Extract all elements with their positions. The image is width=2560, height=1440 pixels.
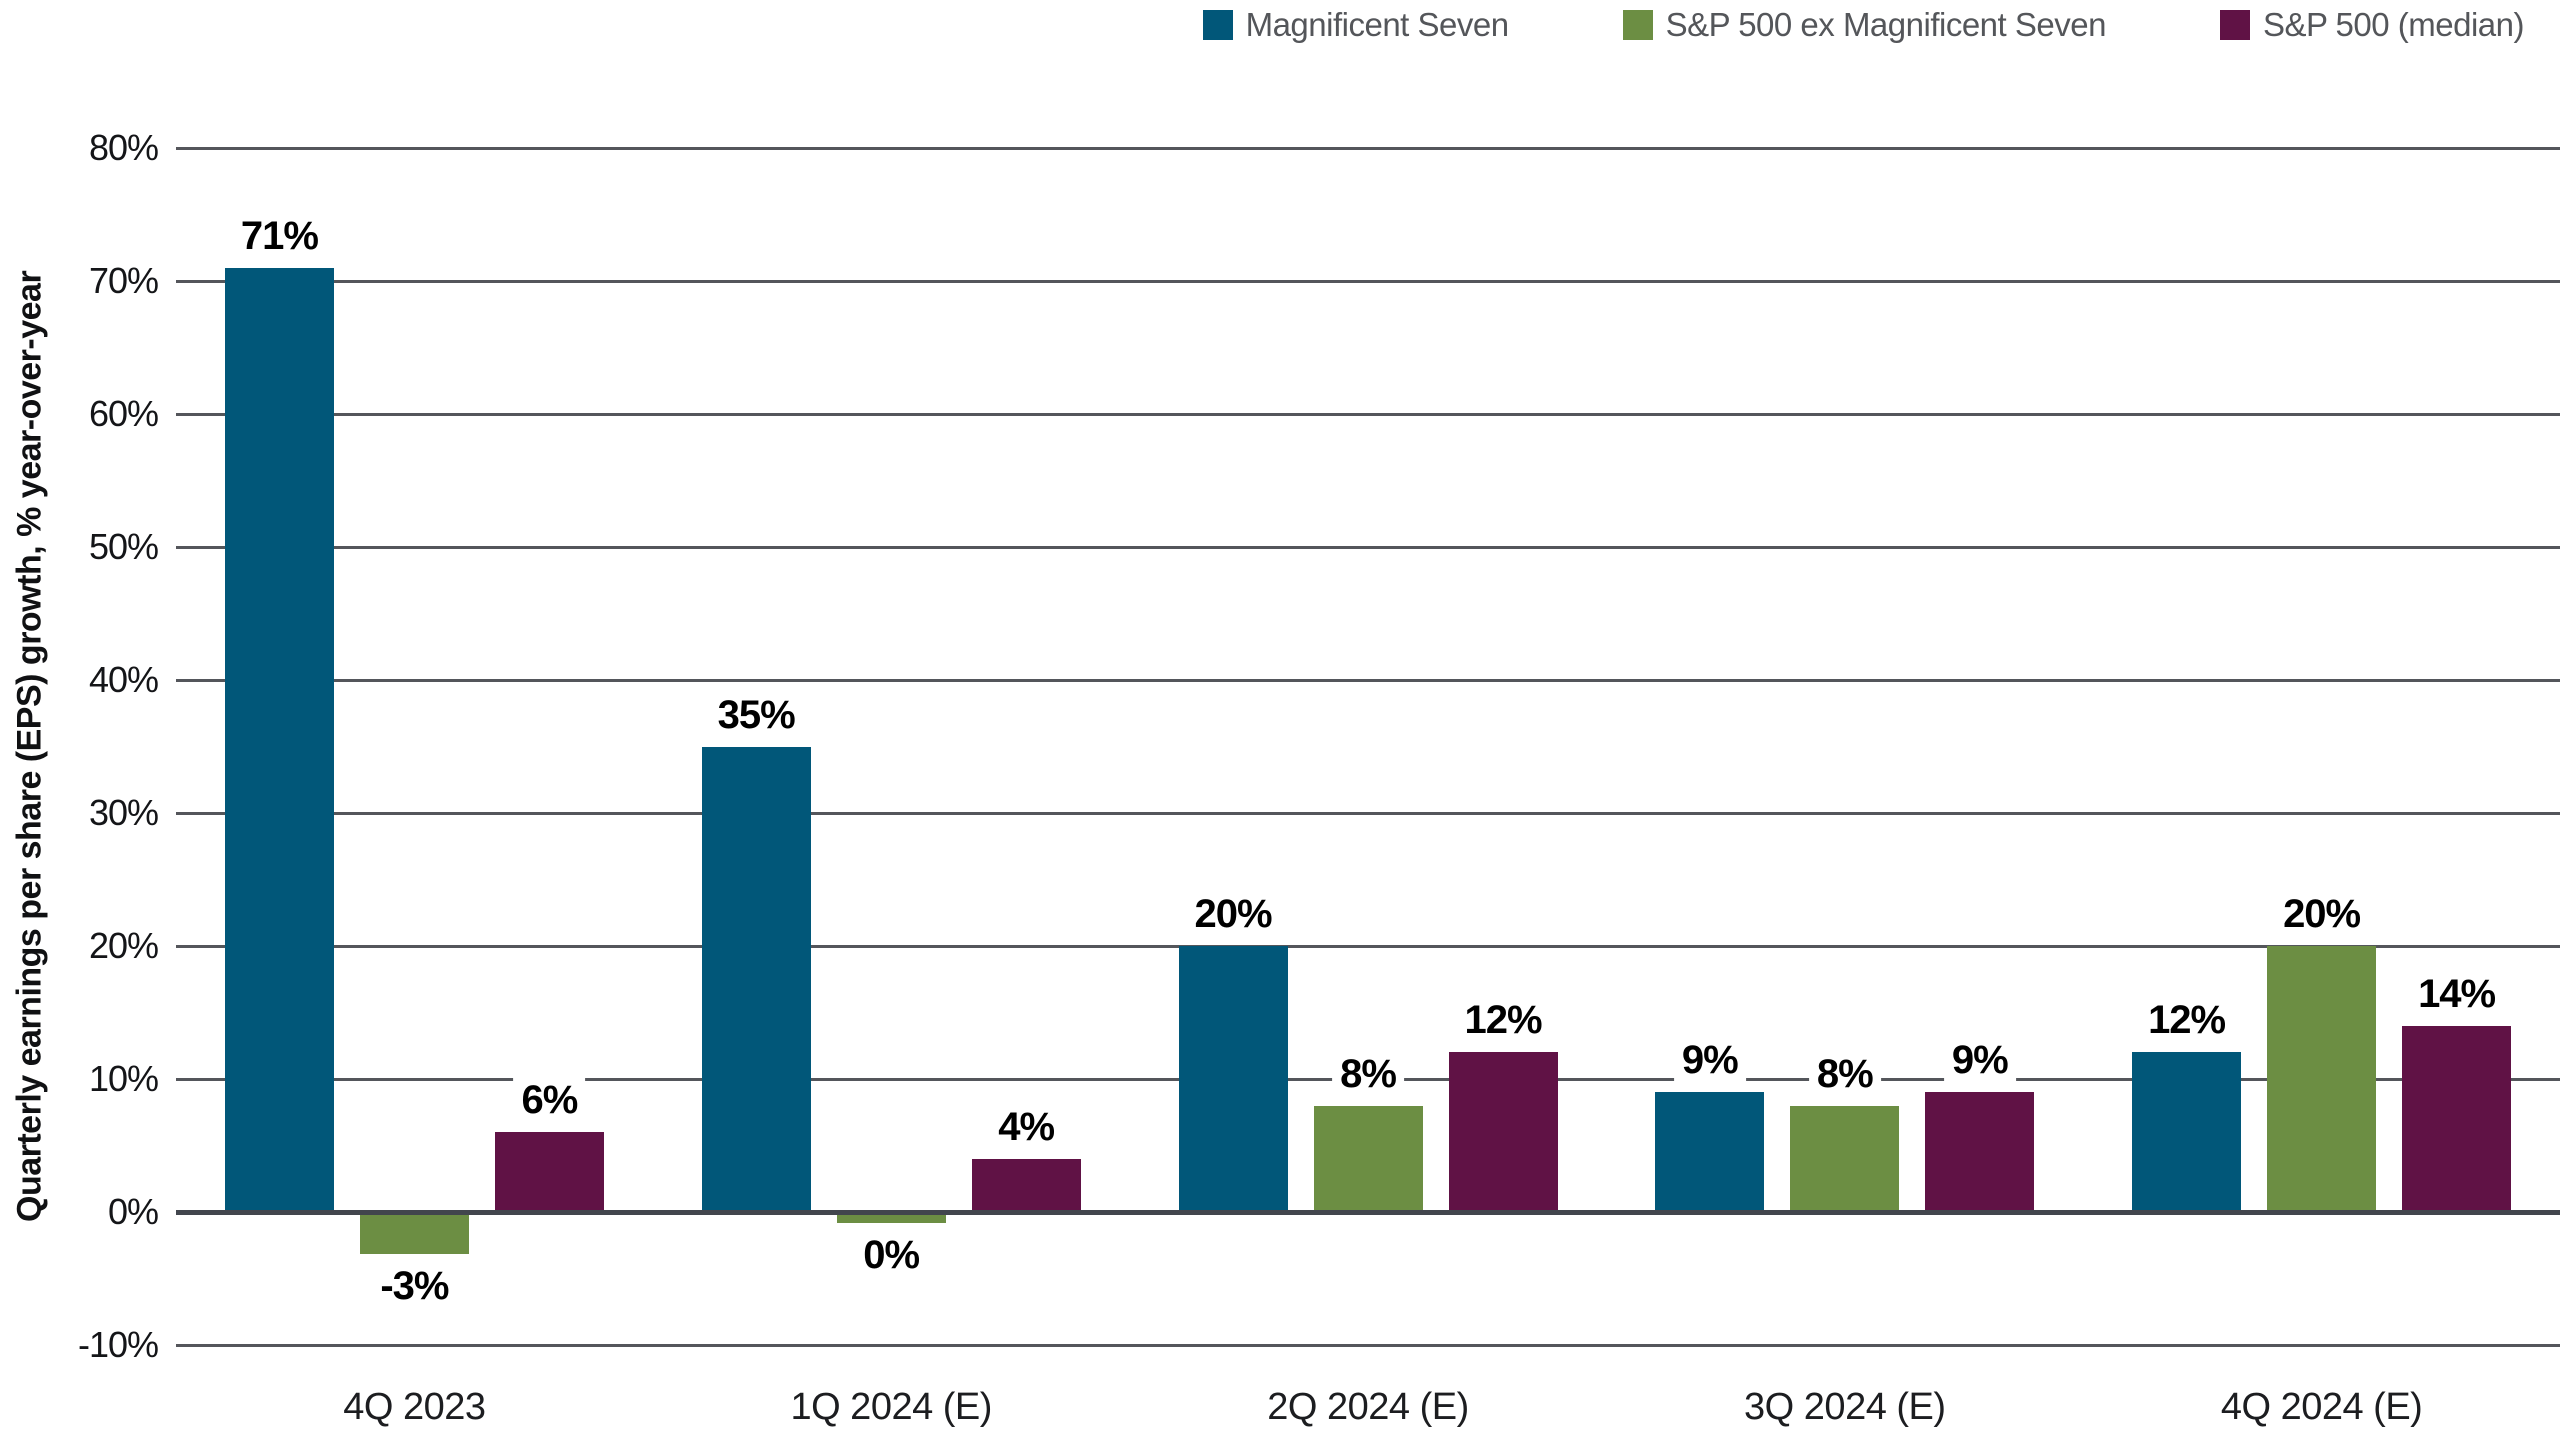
bar-value-label: 12% [1456,998,1550,1043]
y-tick-label: 10% [88,1058,159,1099]
bar-s-p-500-median--4q-2023 [494,1132,604,1212]
bar-value-label: 8% [1808,1051,1881,1096]
bar-s-p-500-ex-magnificent-seven-4q-2024-e- [2267,946,2377,1212]
y-tick-label: 0% [107,1191,159,1232]
legend-swatch-icon [1202,10,1233,40]
bar-value-label: 9% [1943,1038,2016,1083]
legend-swatch-icon [2219,10,2250,40]
bar-magnificent-seven-1q-2024-e- [701,746,811,1212]
gridline [176,146,2560,150]
x-tick-label: 4Q 2024 (E) [2220,1386,2423,1428]
gridline [176,412,2560,416]
bar-value-label: 12% [2140,998,2234,1043]
x-tick-label: 1Q 2024 (E) [790,1386,992,1428]
bar-value-label: 20% [2275,892,2369,936]
bar-value-label: 35% [709,692,803,737]
bar-value-label: -3% [372,1264,457,1309]
legend-item-3: S&P 500 (median) [2219,6,2525,44]
bar-magnificent-seven-2q-2024-e- [1178,946,1288,1212]
gridline [176,678,2560,682]
bar-value-label: 9% [1673,1038,1746,1083]
legend-item-2: S&P 500 ex Magnificent Seven [1622,6,2107,44]
legend-item-1: Magnificent Seven [1202,6,1510,44]
bar-magnificent-seven-4q-2024-e- [2132,1052,2242,1212]
bar-s-p-500-ex-magnificent-seven-3q-2024-e- [1790,1105,1900,1212]
bar-s-p-500-median--1q-2024-e- [971,1158,1081,1212]
bar-value-label: 4% [990,1104,1063,1149]
bar-value-label: 6% [513,1078,586,1123]
bar-value-label: 14% [2410,971,2504,1016]
y-axis-title: Quarterly earnings per share (EPS) growt… [10,270,49,1223]
bar-value-label: 0% [855,1232,928,1277]
gridline [176,279,2560,283]
x-tick-label: 2Q 2024 (E) [1267,1386,1469,1428]
legend: Magnificent Seven S&P 500 ex Magnificent … [1202,6,2525,44]
bar-s-p-500-ex-magnificent-seven-2q-2024-e- [1313,1105,1423,1212]
y-tick-label: 20% [88,925,159,966]
bar-magnificent-seven-4q-2023 [224,267,334,1212]
y-tick-label: 80% [88,127,159,168]
x-tick-label: 3Q 2024 (E) [1744,1386,1946,1428]
y-tick-label: -10% [77,1324,159,1365]
x-tick-label: 4Q 2023 [343,1386,486,1428]
legend-item-label: S&P 500 (median) [2262,6,2525,43]
zero-axis-line [176,1209,2560,1215]
bar-s-p-500-ex-magnificent-seven-1q-2024-e- [836,1214,946,1223]
gridline [176,811,2560,815]
gridline [176,1343,2560,1347]
y-tick-label: 40% [88,659,159,700]
legend-item-label: Magnificent Seven [1245,6,1510,43]
bar-value-label: 20% [1186,892,1280,936]
bar-value-label: 8% [1332,1051,1404,1096]
plot-area: 71% -3% 6% 35% 0% 4% 20% 8% 12% 9% 8% 9% 12% 20% 14% [176,146,2560,1347]
y-tick-label: 70% [88,260,159,301]
bar-s-p-500-median--3q-2024-e- [1925,1092,2035,1212]
legend-item-label: S&P 500 ex Magnificent Seven [1665,6,2107,43]
gridline [176,545,2560,549]
y-tick-label: 30% [88,792,159,833]
bar-s-p-500-ex-magnificent-seven-4q-2023 [359,1214,469,1255]
bar-value-label: 71% [232,213,326,258]
legend-swatch-icon [1622,10,1653,40]
bar-magnificent-seven-3q-2024-e- [1655,1092,1765,1212]
bar-s-p-500-median--2q-2024-e- [1448,1052,1558,1212]
bar-s-p-500-median--4q-2024-e- [2402,1025,2512,1212]
y-tick-label: 50% [88,526,159,567]
gridline [176,944,2560,948]
y-tick-label: 60% [88,393,159,434]
